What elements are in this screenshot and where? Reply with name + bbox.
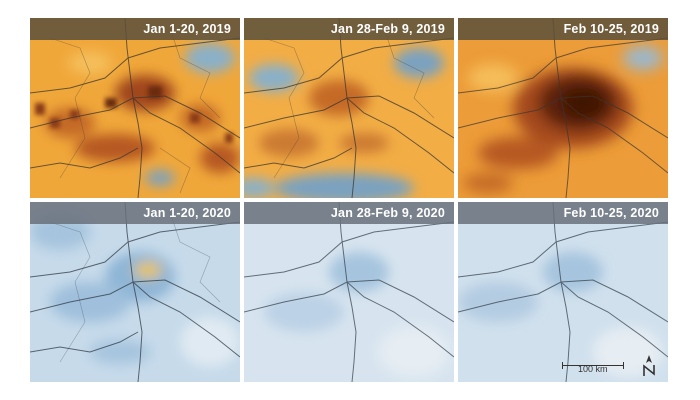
scale-label: 100 km <box>578 364 608 374</box>
north-arrow-icon <box>643 355 655 376</box>
map-image <box>244 202 454 382</box>
panel-title: Jan 28-Feb 9, 2020 <box>244 202 454 224</box>
no2-hotspots <box>30 214 240 367</box>
panel-title: Feb 10-25, 2019 <box>458 18 668 40</box>
map-image <box>30 202 240 382</box>
boundaries <box>49 211 221 363</box>
panel-title: Jan 28-Feb 9, 2019 <box>244 18 454 40</box>
map-panel-2020-jan28-feb9: Jan 28-Feb 9, 2020 <box>244 202 454 382</box>
map-panel-2019-jan1-20: Jan 1-20, 2019 <box>30 18 240 198</box>
map-image <box>30 18 240 198</box>
road-network <box>458 202 668 382</box>
road-network <box>244 202 454 382</box>
road-network <box>30 202 240 382</box>
map-image <box>458 202 668 382</box>
no2-hotspots <box>244 48 444 198</box>
map-panel-2020-jan1-20: Jan 1-20, 2020 <box>30 202 240 382</box>
panel-title: Jan 1-20, 2020 <box>30 202 240 224</box>
no2-hotspots-small <box>35 86 233 143</box>
map-panel-2019-feb10-25: Feb 10-25, 2019 <box>458 18 668 198</box>
panel-title: Jan 1-20, 2019 <box>30 18 240 40</box>
road-network <box>458 18 668 198</box>
map-image <box>244 18 454 198</box>
map-panel-2020-feb10-25: Feb 10-25, 2020 <box>458 202 668 382</box>
panel-title: Feb 10-25, 2020 <box>458 202 668 224</box>
scale-bar <box>562 362 624 370</box>
map-panel-2019-jan28-feb9: Jan 28-Feb 9, 2019 <box>244 18 454 198</box>
boundaries <box>263 27 435 179</box>
road-network <box>244 18 454 198</box>
boundaries <box>49 27 221 194</box>
map-image <box>458 18 668 198</box>
road-network <box>30 18 240 198</box>
